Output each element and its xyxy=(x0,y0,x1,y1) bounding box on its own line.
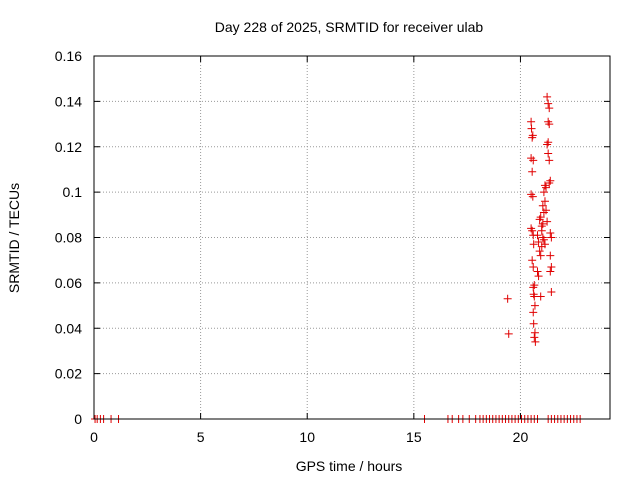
y-tick-label: 0.02 xyxy=(55,366,82,382)
data-point xyxy=(546,176,555,185)
data-point xyxy=(527,117,536,126)
data-point xyxy=(529,240,538,249)
data-point xyxy=(544,149,553,158)
data-point xyxy=(542,206,551,215)
data-point xyxy=(540,197,549,206)
data-point xyxy=(533,267,542,276)
data-point xyxy=(537,242,546,251)
data-point xyxy=(503,294,512,303)
data-point xyxy=(537,226,546,235)
axis-ticks: 0 0.02 0.04 0.06 0.08 0.1 0.12 0.14 0.16 0 5 10 15 20 xyxy=(55,48,610,445)
y-tick-label: 0.16 xyxy=(55,48,82,64)
y-tick-label: 0.06 xyxy=(55,275,82,291)
data-point xyxy=(529,290,538,299)
y-axis-label: SRMTID / TECUs xyxy=(6,183,22,293)
data-point xyxy=(547,287,556,296)
data-point xyxy=(529,308,538,317)
x-tick-label: 5 xyxy=(197,429,205,445)
data-point xyxy=(529,262,538,271)
data-point xyxy=(527,154,536,163)
data-point xyxy=(535,247,544,256)
data-point xyxy=(528,131,537,140)
data-point xyxy=(536,251,545,260)
data-point xyxy=(534,272,543,281)
data-point xyxy=(538,201,547,210)
data-point xyxy=(546,267,555,276)
y-tick-label: 0.14 xyxy=(55,93,82,109)
data-point xyxy=(531,337,540,346)
data-point xyxy=(527,190,536,199)
data-point xyxy=(528,256,537,265)
data-point xyxy=(533,231,542,240)
x-tick-label: 20 xyxy=(513,429,529,445)
data-point xyxy=(545,179,554,188)
data-point xyxy=(536,292,545,301)
data-point xyxy=(544,99,553,108)
data-point xyxy=(529,319,538,328)
grid xyxy=(94,56,610,419)
data-point xyxy=(546,228,555,237)
y-tick-label: 0.12 xyxy=(55,139,82,155)
data-point xyxy=(543,140,552,149)
y-tick-label: 0 xyxy=(74,411,82,427)
data-point xyxy=(538,233,547,242)
data-point xyxy=(529,283,538,292)
data-point xyxy=(504,329,513,338)
data-point xyxy=(545,104,554,113)
data-point xyxy=(539,188,548,197)
data-point xyxy=(545,156,554,165)
y-tick-label: 0.08 xyxy=(55,230,82,246)
data-point xyxy=(534,238,543,247)
data-point xyxy=(539,235,548,244)
data-point xyxy=(545,120,554,129)
data-point xyxy=(547,262,556,271)
data-point xyxy=(530,281,539,290)
data-point xyxy=(527,224,536,233)
x-tick-label: 0 xyxy=(90,429,98,445)
data-point xyxy=(528,133,537,142)
data-point xyxy=(538,219,547,228)
data-point xyxy=(540,181,549,190)
data-point xyxy=(530,328,539,337)
chart-title: Day 228 of 2025, SRMTID for receiver ula… xyxy=(215,19,484,35)
data-point xyxy=(543,92,552,101)
x-tick-label: 15 xyxy=(406,429,422,445)
data-point xyxy=(528,226,537,235)
data-point xyxy=(530,333,539,342)
y-tick-label: 0.1 xyxy=(63,184,83,200)
data-point xyxy=(543,217,552,226)
y-tick-label: 0.04 xyxy=(55,320,82,336)
data-point xyxy=(528,167,537,176)
data-point xyxy=(544,117,553,126)
data-point xyxy=(546,251,555,260)
data-point xyxy=(528,192,537,201)
data-point xyxy=(544,138,553,147)
x-axis-label: GPS time / hours xyxy=(296,458,403,474)
data-point xyxy=(529,156,538,165)
x-tick-label: 10 xyxy=(299,429,315,445)
data-point xyxy=(547,233,556,242)
data-point xyxy=(536,213,545,222)
data-point xyxy=(530,301,539,310)
data-point xyxy=(527,124,536,133)
